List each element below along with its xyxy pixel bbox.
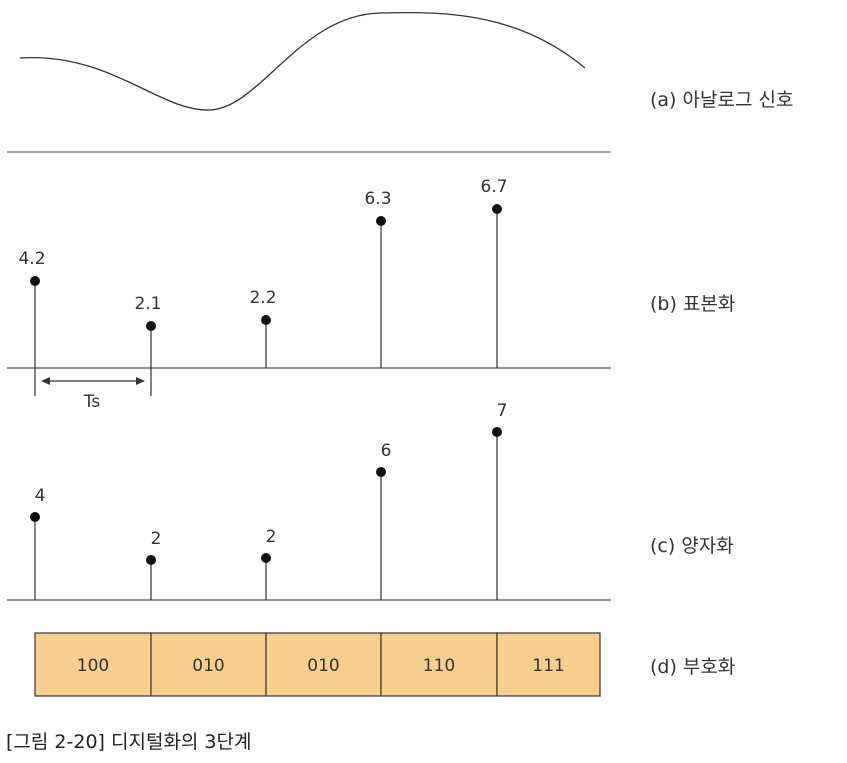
code-value: 010 (307, 656, 339, 676)
sample-point (30, 276, 40, 286)
label-sampling: (b) 표본화 (650, 293, 735, 315)
sample-point (146, 321, 156, 331)
quantization-stems: 4 2 2 6 7 (30, 401, 507, 600)
ts-interval: Ts (34, 368, 152, 412)
sample-value-label: 2.2 (249, 288, 276, 308)
code-box (265, 632, 382, 697)
label-encoding: (d) 부호화 (650, 656, 735, 678)
sample-value-label: 2.1 (134, 294, 161, 314)
quantized-point (30, 512, 40, 522)
quantized-point (376, 467, 386, 477)
quantized-value-label: 4 (35, 486, 46, 506)
analog-signal-curve (19, 11, 586, 111)
label-quantization: (c) 양자화 (650, 535, 734, 557)
code-value: 010 (192, 656, 224, 676)
sample-point (376, 216, 386, 226)
sample-value-label: 6.7 (480, 177, 507, 197)
sample-point (492, 204, 502, 214)
encoding-boxes: 100 010 010 110 111 (34, 632, 601, 697)
sample-value-label: 6.3 (364, 189, 391, 209)
code-value: 100 (77, 656, 109, 676)
sampling-stems: 4.2 2.1 2.2 6.3 6.7 (18, 177, 508, 368)
quantized-value-label: 7 (497, 401, 508, 421)
quantized-point (146, 555, 156, 565)
code-box (34, 632, 152, 697)
label-analog: (a) 아날로그 신호 (650, 89, 793, 111)
quantized-point (261, 553, 271, 563)
quantized-value-label: 2 (151, 529, 162, 549)
sample-value-label: 4.2 (18, 249, 45, 269)
sample-point (261, 315, 271, 325)
quantized-point (492, 427, 502, 437)
ts-label: Ts (83, 392, 101, 412)
code-box (496, 632, 601, 697)
code-box (150, 632, 267, 697)
code-value: 110 (423, 656, 455, 676)
quantized-value-label: 6 (381, 441, 392, 461)
code-box (380, 632, 498, 697)
figure-caption: [그림 2-20] 디지털화의 3단계 (6, 731, 252, 753)
code-value: 111 (532, 656, 564, 676)
quantized-value-label: 2 (266, 527, 277, 547)
